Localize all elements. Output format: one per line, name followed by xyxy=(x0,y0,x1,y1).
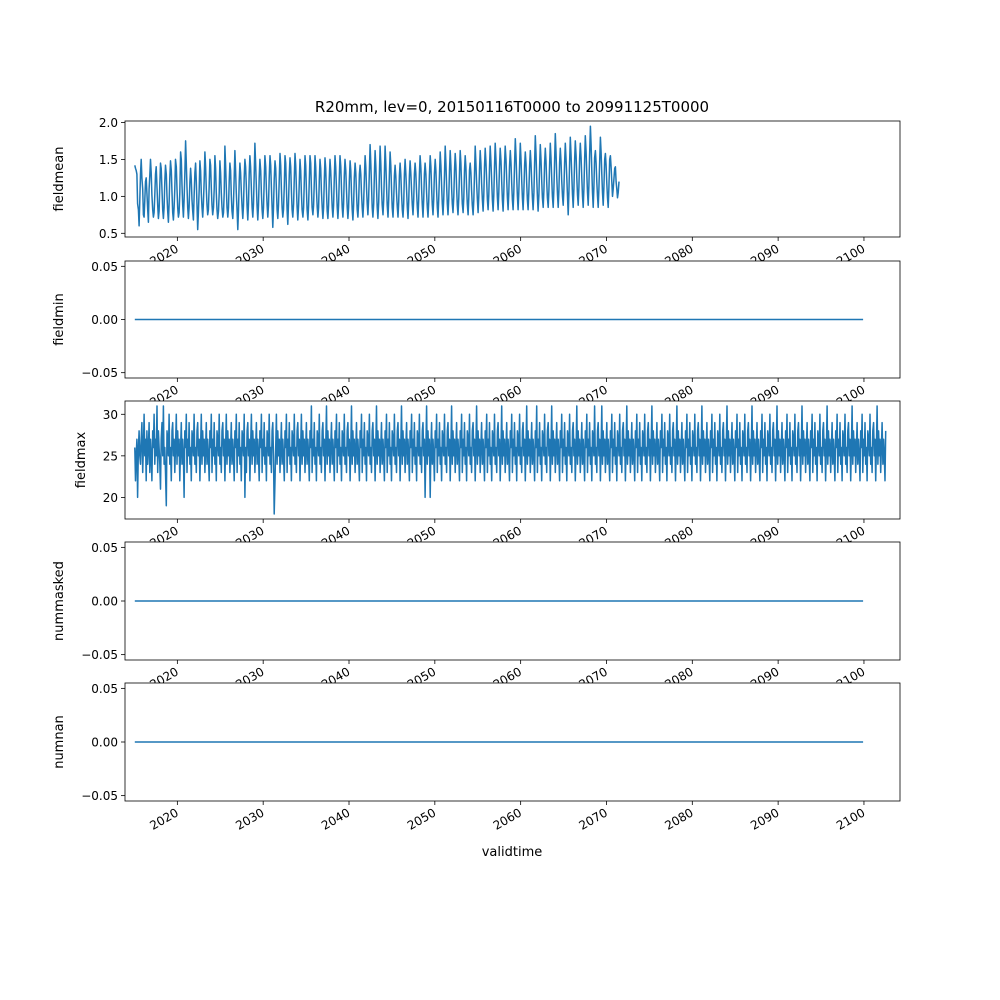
y-axis-fieldmean: 0.5 1.0 1.5 2.0 xyxy=(99,116,125,241)
plot-frame xyxy=(124,682,901,802)
chart-title: R20mm, lev=0, 20150116T0000 to 20991125T… xyxy=(315,98,709,116)
y-tick-label: 0.00 xyxy=(91,595,118,609)
y-axis-nummasked: −0.05 0.00 0.05 xyxy=(81,541,125,662)
y-tick-label: 0.05 xyxy=(91,260,118,274)
plot-frame xyxy=(124,541,901,661)
plot-frame xyxy=(124,400,901,520)
y-tick-label: 0.00 xyxy=(91,736,118,750)
y-axis-fieldmin: −0.05 0.00 0.05 xyxy=(81,260,125,380)
y-tick-label: −0.05 xyxy=(81,648,118,662)
plot-frame xyxy=(124,120,901,238)
y-axis-label: fieldmax xyxy=(74,432,89,489)
y-axis-numnan: −0.05 0.00 0.05 xyxy=(81,682,125,803)
subplot-nummasked: 2020 2030 2040 2050 2060 2070 2080 2090 2100−0.0… xyxy=(52,541,901,692)
y-tick-label: 0.05 xyxy=(91,682,118,696)
series-line-fieldmax xyxy=(134,405,887,515)
y-tick-label: −0.05 xyxy=(81,789,118,803)
subplot-stack: 2020 2030 2040 2050 2060 2070 2080 2090 21000.51… xyxy=(52,116,901,833)
y-tick-label: −0.05 xyxy=(81,366,118,380)
plot-frame xyxy=(124,260,901,379)
y-axis-label: nummasked xyxy=(52,561,67,641)
y-axis-label: numnan xyxy=(52,715,67,769)
y-tick-label: 0.00 xyxy=(91,313,118,327)
y-tick-label: 0.05 xyxy=(91,541,118,555)
y-tick-label: 1.0 xyxy=(99,190,118,204)
series-line-fieldmean xyxy=(134,125,620,231)
y-axis-fieldmax: 20 25 30 xyxy=(103,408,125,505)
y-tick-label: 1.5 xyxy=(99,153,118,167)
x-axis-label: validtime xyxy=(482,845,543,860)
y-tick-label: 20 xyxy=(103,491,118,505)
y-tick-label: 30 xyxy=(103,408,118,422)
y-tick-label: 25 xyxy=(103,449,118,463)
y-tick-label: 2.0 xyxy=(99,116,118,130)
y-axis-label: fieldmin xyxy=(52,293,67,346)
y-tick-label: 0.5 xyxy=(99,227,118,241)
y-axis-label: fieldmean xyxy=(52,147,67,212)
